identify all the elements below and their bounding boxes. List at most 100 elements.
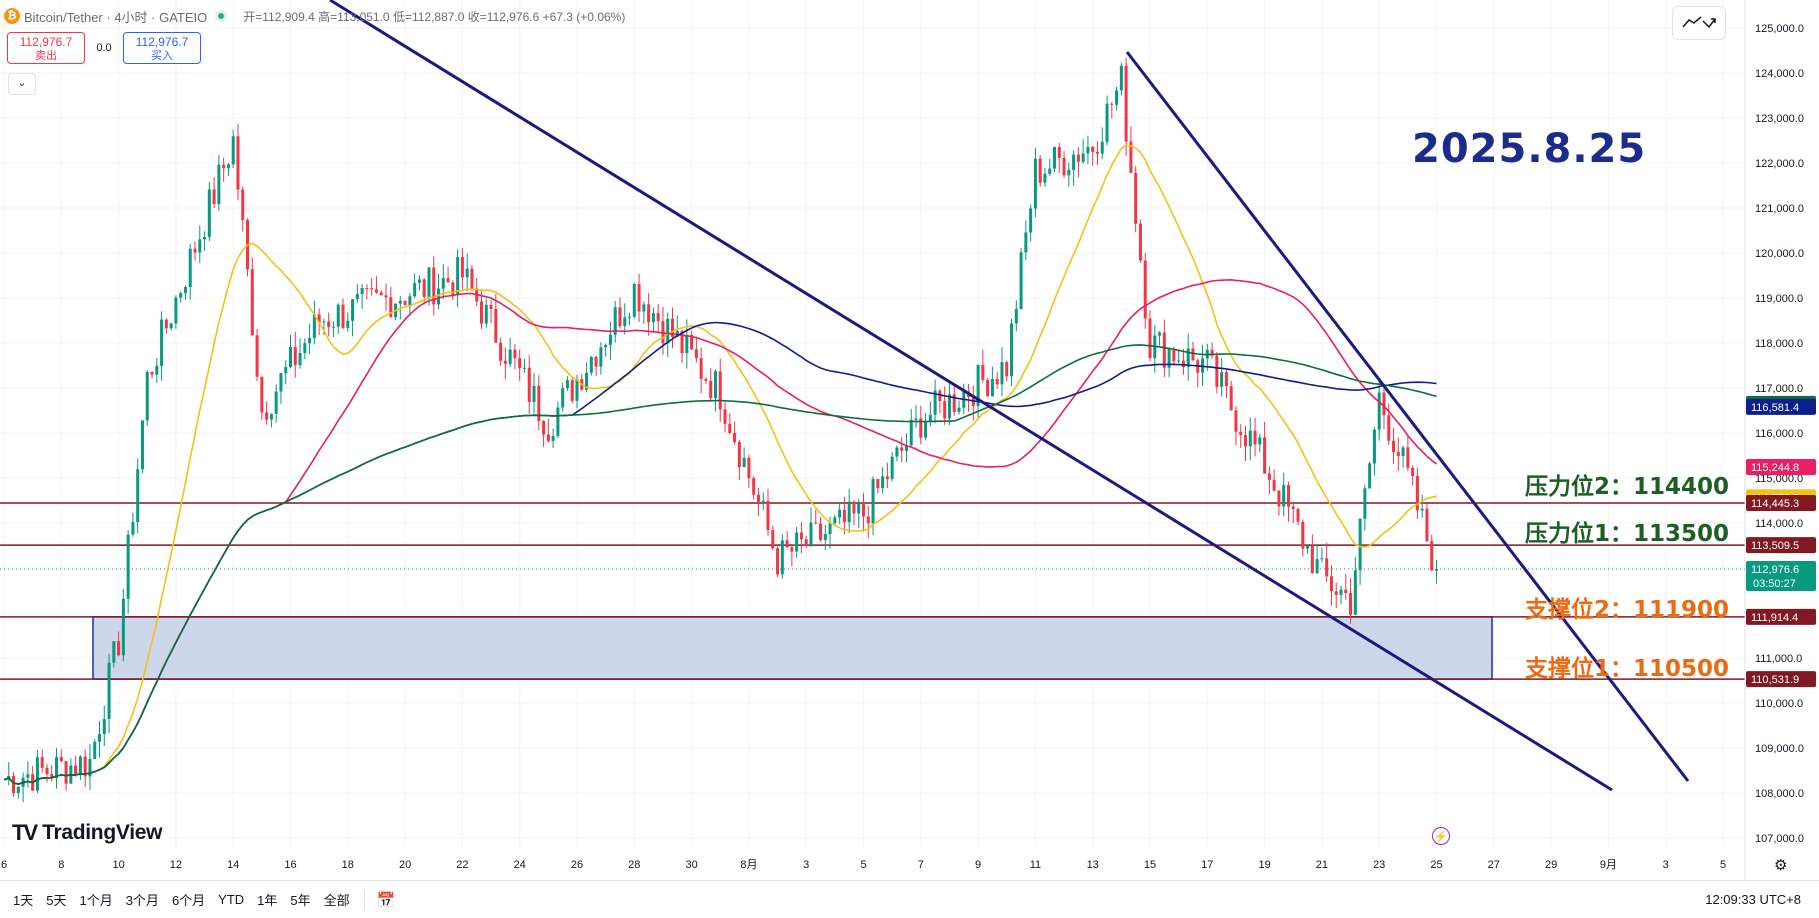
candle-body — [274, 391, 278, 414]
candle-body — [699, 358, 703, 379]
candle-body — [1368, 463, 1372, 489]
calendar-icon[interactable]: 📅 — [376, 891, 396, 909]
candle-body — [370, 288, 374, 290]
candle-body — [575, 379, 579, 401]
support-zone — [92, 616, 1493, 680]
candle-body — [900, 447, 904, 451]
candle-body — [50, 774, 54, 779]
candle-body — [1172, 349, 1176, 362]
candle-body — [1310, 545, 1314, 574]
candle-body — [1062, 157, 1066, 176]
tradingview-wordmark: TradingView — [42, 821, 163, 844]
toolbar-divider — [363, 890, 365, 909]
time-tick-label: 3 — [1663, 859, 1669, 871]
countdown-label-text: 03:50:27 — [1753, 578, 1796, 590]
candle-body — [241, 189, 245, 221]
candle-body — [828, 523, 832, 535]
buy-button[interactable]: 112,976.7 买入 — [123, 32, 201, 64]
candle-body — [150, 372, 154, 375]
candle-body — [1358, 518, 1362, 571]
candle-body — [804, 539, 808, 546]
candle-body — [508, 349, 512, 364]
candle-body — [957, 407, 961, 412]
range-1m[interactable]: 1个月 — [79, 893, 113, 908]
candle-body — [671, 318, 674, 337]
candle-body — [608, 334, 612, 345]
candle-body — [556, 407, 560, 436]
candle-body — [279, 373, 283, 392]
candle-body — [790, 547, 794, 552]
candle-body — [1129, 141, 1133, 173]
tradingview-logo: TV TradingView — [12, 820, 162, 846]
candle-body — [403, 300, 407, 306]
candle-body — [532, 385, 536, 402]
candle-body — [1425, 508, 1429, 542]
candle-body — [1258, 437, 1262, 445]
candle-body — [1105, 103, 1109, 142]
support-2-label: 支撑位2：111900 — [1525, 597, 1730, 623]
candle-body — [795, 532, 799, 552]
trade-panel: 112,976.7 卖出 0.0 112,976.7 买入 — [7, 32, 201, 64]
candle-body — [933, 390, 937, 415]
candle-body — [145, 372, 149, 421]
price-tick-label: 125,000.0 — [1755, 23, 1804, 35]
candle-body — [1277, 490, 1281, 507]
candle-body — [250, 269, 254, 336]
candle-body — [1076, 154, 1080, 162]
range-all[interactable]: 全部 — [323, 893, 350, 908]
candle-body — [1119, 65, 1123, 91]
candle-body — [785, 540, 789, 548]
candle-body — [604, 344, 608, 348]
candle-body — [413, 282, 417, 297]
range-5y[interactable]: 5年 — [290, 893, 311, 908]
candle-body — [833, 517, 837, 524]
range-1y[interactable]: 1年 — [257, 893, 278, 908]
spread-value: 0.0 — [96, 42, 112, 54]
candle-body — [1224, 372, 1228, 387]
time-tick-label: 28 — [628, 859, 640, 871]
snapshot-button[interactable] — [1672, 6, 1726, 40]
candle-body — [140, 420, 144, 470]
candle-body — [995, 378, 999, 385]
candle-body — [546, 434, 550, 441]
resistance-2-label: 压力位2：114400 — [1525, 474, 1730, 500]
candle-body — [709, 380, 713, 399]
symbol-title[interactable]: Bitcoin/Tether · 4小时 · GATEIO — [24, 9, 208, 25]
candle-body — [1162, 332, 1166, 368]
candle-body — [1100, 141, 1104, 154]
time-tick-label: 19 — [1258, 859, 1270, 871]
candle-body — [417, 279, 421, 283]
candle-body — [1239, 431, 1243, 435]
candle-body — [904, 445, 908, 451]
candle-body — [107, 662, 111, 719]
candle-body — [1377, 392, 1381, 430]
candle-body — [169, 323, 173, 329]
buy-label: 买入 — [151, 50, 173, 62]
range-5d[interactable]: 5天 — [46, 893, 67, 908]
candle-body — [1033, 158, 1037, 209]
candle-body — [432, 267, 436, 305]
sell-button[interactable]: 112,976.7 卖出 — [7, 32, 85, 64]
candle-body — [1411, 467, 1415, 476]
candle-body — [1115, 90, 1119, 105]
candle-body — [1057, 147, 1061, 158]
candle-body — [1158, 332, 1162, 336]
candle-body — [88, 759, 92, 777]
candle-body — [704, 378, 708, 381]
lightning-icon[interactable]: ⚡ — [1432, 827, 1450, 845]
chevron-down-icon[interactable]: ⌄ — [8, 73, 36, 95]
range-3m[interactable]: 3个月 — [125, 893, 159, 908]
range-6m[interactable]: 6个月 — [171, 893, 206, 908]
range-ytd[interactable]: YTD — [218, 892, 245, 907]
candle-body — [312, 314, 316, 338]
candle-body — [1220, 372, 1224, 387]
candle-body — [737, 442, 741, 468]
time-tick-label: 17 — [1201, 859, 1213, 871]
clock-readout: 12:09:33 UTC+8 — [1705, 892, 1801, 907]
candle-body — [1296, 508, 1300, 522]
ma-green-line — [3, 344, 1437, 785]
gear-icon[interactable]: ⚙ — [1774, 857, 1788, 874]
range-1d[interactable]: 1天 — [13, 893, 34, 908]
sell-label: 卖出 — [35, 50, 57, 62]
